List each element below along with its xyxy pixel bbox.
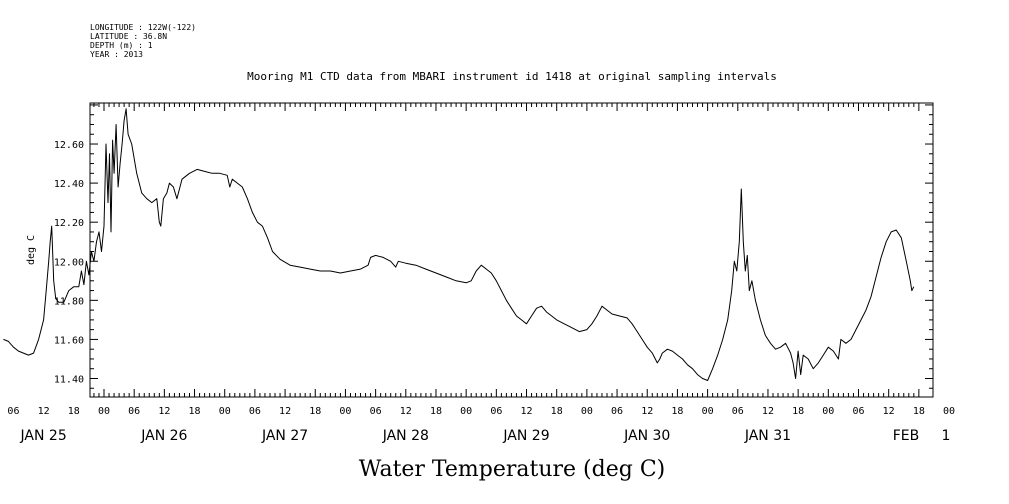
x-hour-label: 18 <box>430 406 442 417</box>
x-hour-label: 06 <box>370 406 382 417</box>
x-hour-label: 00 <box>98 406 110 417</box>
x-hour-label: 00 <box>943 406 955 417</box>
x-day-label: JAN 29 <box>502 428 549 444</box>
x-hour-label: 06 <box>128 406 140 417</box>
x-hour-label: 12 <box>38 406 50 417</box>
x-hour-label: 18 <box>309 406 321 417</box>
x-hour-label: 12 <box>762 406 774 417</box>
temperature-series-line <box>3 108 915 381</box>
x-hour-label: 12 <box>641 406 653 417</box>
x-hour-label: 12 <box>158 406 170 417</box>
x-hour-label: 12 <box>279 406 291 417</box>
x-day-label: JAN 31 <box>744 428 791 444</box>
metadata-block: LONGITUDE : 122W(-122) LATITUDE : 36.8N … <box>90 23 196 59</box>
x-hour-label: 06 <box>249 406 261 417</box>
x-hour-label: 00 <box>822 406 834 417</box>
x-day-label: FEB <box>893 428 920 444</box>
x-hour-label: 18 <box>551 406 563 417</box>
x-hour-label: 06 <box>732 406 744 417</box>
x-day-label: JAN 26 <box>140 428 187 444</box>
x-hour-label: 00 <box>460 406 472 417</box>
y-tick-label: 12.00 <box>54 257 84 268</box>
x-day-label: JAN 28 <box>382 428 429 444</box>
x-hour-label: 18 <box>913 406 925 417</box>
x-day-label: JAN 30 <box>623 428 670 444</box>
x-hour-label: 06 <box>7 406 19 417</box>
x-day-label: JAN 27 <box>261 428 308 444</box>
y-tick-label: 11.80 <box>54 296 84 307</box>
x-hour-label: 12 <box>520 406 532 417</box>
y-tick-label: 12.60 <box>54 140 84 151</box>
depth-label: DEPTH (m) : 1 <box>90 41 153 50</box>
x-day-label: 1 <box>942 428 951 444</box>
x-hour-label: 06 <box>490 406 502 417</box>
chart-title: Mooring M1 CTD data from MBARI instrumen… <box>247 70 777 83</box>
longitude-label: LONGITUDE : 122W(-122) <box>90 23 196 32</box>
year-label: YEAR : 2013 <box>90 50 143 59</box>
y-tick-label: 12.20 <box>54 218 84 229</box>
y-axis-label: deg C <box>26 235 37 265</box>
x-hour-label: 06 <box>852 406 864 417</box>
y-tick-label: 12.40 <box>54 179 84 190</box>
x-hour-label: 00 <box>219 406 231 417</box>
x-day-label: JAN 25 <box>20 428 67 444</box>
plot-frame <box>89 102 934 398</box>
y-tick-label: 11.60 <box>54 335 84 346</box>
x-hour-label: 06 <box>611 406 623 417</box>
x-hour-label: 18 <box>671 406 683 417</box>
x-hour-label: 18 <box>792 406 804 417</box>
bottom-title: Water Temperature (deg C) <box>359 457 666 482</box>
x-axis: 06 12 18 00 06 12 18 00 06 12 18 00 06 12 18 00 06 12 18 00… <box>7 103 955 444</box>
y-tick-label: 11.40 <box>54 375 84 386</box>
x-hour-label: 00 <box>581 406 593 417</box>
latitude-label: LATITUDE : 36.8N <box>90 32 167 41</box>
x-hour-label: 12 <box>883 406 895 417</box>
x-hour-label: 00 <box>702 406 714 417</box>
y-axis: 11.40 11.60 11.80 12.00 12.20 12.40 12.60 <box>54 104 933 389</box>
x-hour-label: 00 <box>339 406 351 417</box>
x-hour-label: 18 <box>68 406 80 417</box>
x-hour-label: 12 <box>400 406 412 417</box>
series-group <box>3 108 915 381</box>
x-hour-label: 18 <box>189 406 201 417</box>
